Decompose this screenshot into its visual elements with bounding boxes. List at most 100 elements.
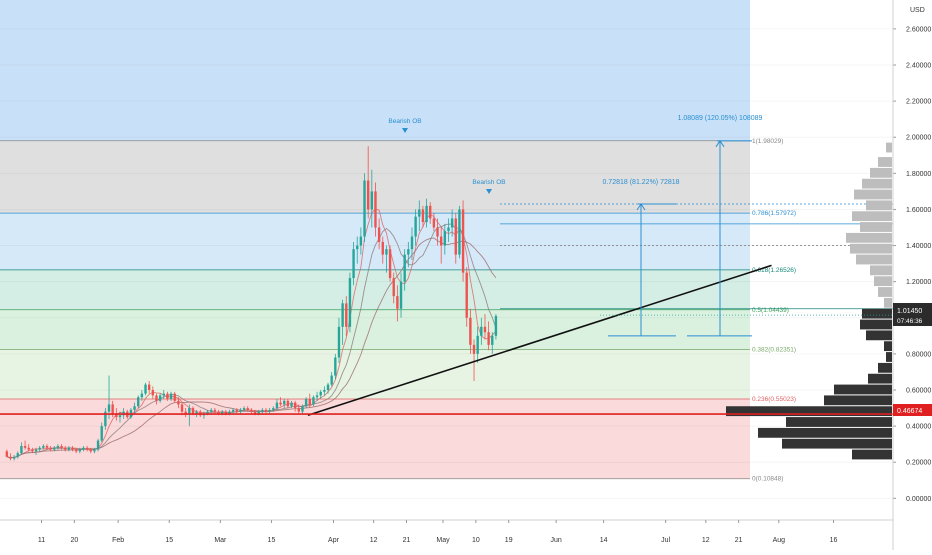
candle-body-121 [447, 227, 450, 232]
candles [5, 146, 498, 461]
candle-body-79 [293, 402, 297, 409]
candle-122 [450, 209, 454, 237]
candle-body-57 [213, 409, 217, 412]
candle-body-95 [352, 249, 355, 279]
profile-bar-22 [834, 384, 892, 395]
x-tick-label-5: 15 [268, 537, 276, 544]
candle-body-96 [356, 245, 359, 250]
fib-label-2: 0.618(1.26526) [752, 267, 796, 274]
candle-body-106 [392, 278, 395, 297]
y-tick-label-7: 1.40000 [906, 243, 931, 250]
candle-body-18 [71, 447, 74, 450]
candle-body-6 [27, 447, 30, 450]
candle-body-132 [487, 332, 490, 345]
x-tick-label-6: Apr [328, 537, 340, 544]
fib-label-4: 0.382(0.82351) [752, 347, 796, 354]
candle-6 [27, 444, 30, 452]
fib-bands [0, 0, 750, 479]
candle-79 [293, 400, 297, 412]
profile-bar-12 [874, 276, 892, 287]
candle-65 [242, 406, 246, 412]
candle-49 [184, 408, 187, 418]
candle-body-16 [64, 447, 67, 450]
candle-57 [213, 408, 217, 414]
candle-48 [180, 402, 184, 416]
measure_2-head [715, 139, 725, 148]
candle-26 [100, 422, 103, 443]
candle-81 [301, 404, 304, 414]
candle-76 [283, 399, 286, 409]
candle-body-126 [465, 272, 468, 318]
candle-127 [469, 308, 472, 354]
candle-body-78 [290, 402, 293, 407]
candle-body-129 [476, 335, 479, 354]
candle-body-103 [381, 241, 384, 255]
profile-bar-13 [878, 287, 892, 297]
currency-label: USD [910, 7, 925, 14]
candle-18 [71, 445, 74, 452]
candle-body-17 [67, 447, 71, 450]
candle-body-41 [155, 395, 158, 401]
candle-body-62 [231, 409, 235, 412]
y-tick-label-11: 2.20000 [906, 99, 931, 106]
candle-87 [323, 386, 326, 396]
candle-100 [370, 169, 374, 228]
candle-body-71 [264, 409, 268, 412]
candle-body-128 [472, 344, 476, 354]
candle-82 [304, 397, 308, 409]
profile-bar-26 [758, 427, 892, 438]
x-tick-label-1: 20 [70, 537, 78, 544]
candle-41 [155, 393, 158, 405]
candle-body-10 [42, 445, 45, 448]
candle-78 [290, 400, 293, 409]
candle-36 [137, 395, 140, 409]
candle-28 [107, 375, 111, 419]
candle-body-12 [49, 447, 52, 450]
candle-body-14 [56, 445, 60, 448]
candle-50 [188, 404, 191, 427]
fib-lines: 1(1.98029) 0.786(1.57972) 0.618(1.26526) 0.… [0, 138, 893, 483]
candle-35 [133, 402, 136, 414]
support-price-label: 0.46674 [897, 408, 922, 415]
candle-115 [425, 198, 428, 228]
bearish-ob-label-1: Bearish OB [388, 118, 421, 125]
support-price-tag [893, 404, 932, 416]
candle-body-31 [118, 415, 122, 418]
candle-body-36 [137, 397, 140, 407]
candle-body-107 [396, 296, 399, 309]
candle-42 [158, 393, 162, 403]
candle-130 [480, 317, 483, 345]
candle-body-131 [483, 326, 487, 333]
candle-8 [34, 447, 38, 455]
candle-body-63 [235, 409, 238, 412]
candle-body-15 [60, 445, 63, 448]
candle-body-4 [20, 445, 23, 454]
candle-body-26 [100, 426, 103, 441]
candle-24 [93, 447, 96, 454]
candle-47 [177, 397, 180, 409]
candle-91 [337, 317, 341, 363]
candle-22 [85, 445, 89, 452]
candle-103 [381, 236, 384, 264]
y-tick-label-3: 0.60000 [906, 388, 931, 395]
candle-body-61 [228, 411, 231, 414]
candle-body-3 [16, 453, 19, 457]
candle-body-109 [403, 254, 406, 282]
y-tick-label-10: 2.00000 [906, 135, 931, 142]
candle-97 [359, 227, 363, 255]
candle-body-42 [158, 395, 162, 401]
candle-19 [74, 447, 78, 454]
profile-bar-25 [786, 417, 892, 427]
candle-body-20 [78, 449, 82, 452]
candle-body-23 [89, 449, 92, 452]
candle-body-102 [377, 227, 381, 242]
candle-body-74 [275, 402, 279, 409]
candle-body-72 [268, 409, 271, 412]
x-tick-label-18: 16 [830, 537, 838, 544]
candle-37 [140, 390, 144, 401]
candle-body-60 [224, 411, 228, 414]
candle-body-99 [366, 180, 370, 210]
candle-body-93 [345, 303, 348, 327]
current-price-label: 1.01450 [897, 308, 922, 315]
